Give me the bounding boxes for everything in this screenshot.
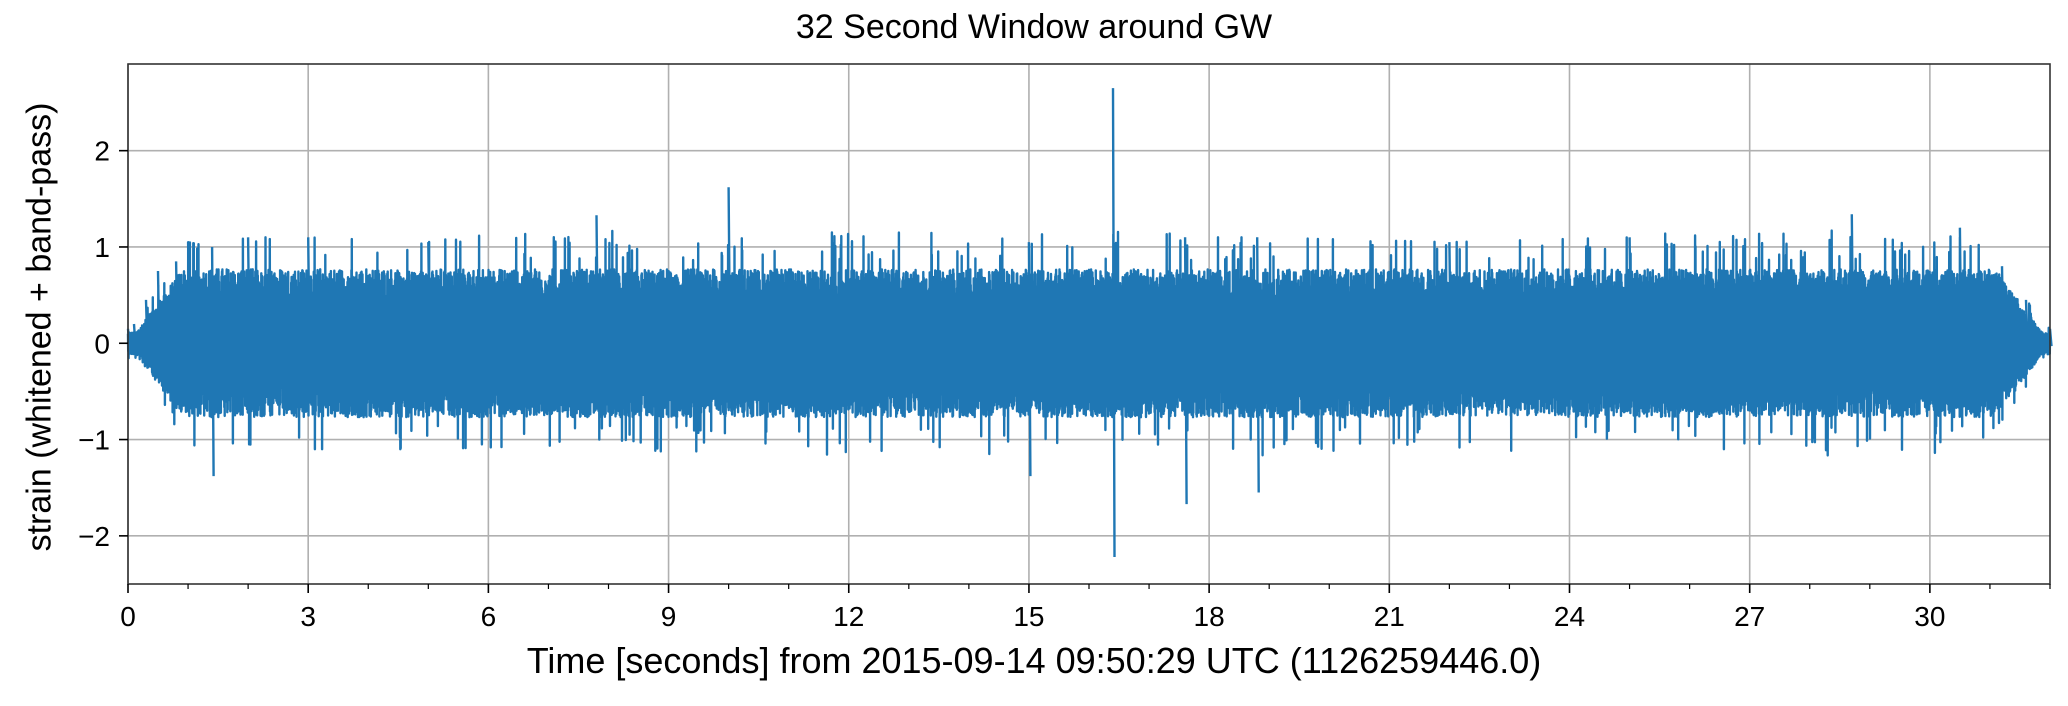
- chart-title: 32 Second Window around GW: [795, 8, 1273, 46]
- x-tick-label: 30: [1914, 601, 1945, 632]
- x-tick-label: 21: [1374, 601, 1405, 632]
- x-tick-label: 18: [1194, 601, 1225, 632]
- x-tick-label: 15: [1013, 601, 1044, 632]
- y-tick-label: 2: [94, 136, 110, 167]
- y-axis-label: strain (whitened + band-pass): [20, 102, 59, 552]
- x-tick-label: 6: [481, 601, 497, 632]
- x-tick-label: 27: [1734, 601, 1765, 632]
- y-tick-label: −2: [78, 521, 110, 552]
- y-tick-label: 0: [94, 328, 110, 359]
- x-tick-label: 3: [300, 601, 316, 632]
- x-tick-label: 0: [120, 601, 136, 632]
- x-tick-label: 24: [1554, 601, 1585, 632]
- y-tick-label: −1: [78, 425, 110, 456]
- x-axis-label: Time [seconds] from 2015-09-14 09:50:29 …: [526, 640, 1542, 681]
- y-tick-label: 1: [94, 232, 110, 263]
- x-tick-label: 12: [833, 601, 864, 632]
- x-tick-label: 9: [661, 601, 677, 632]
- strain-series-line: [126, 88, 2053, 558]
